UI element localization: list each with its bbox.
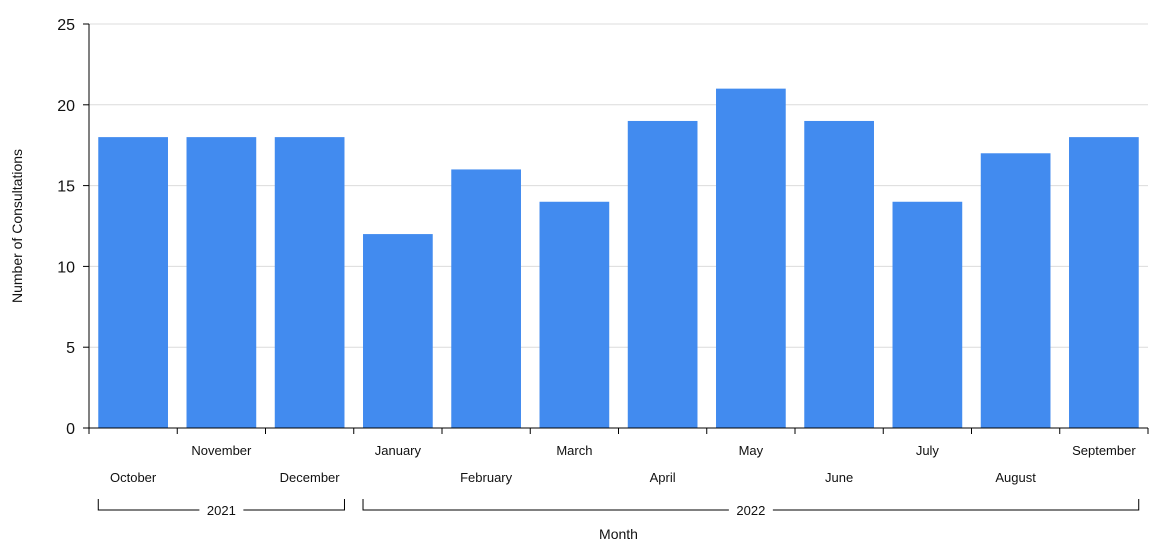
x-tick-label: November	[191, 443, 252, 458]
x-tick-label: December	[280, 470, 341, 485]
y-tick-label: 15	[57, 179, 75, 196]
year-groups: 2021 2022	[97, 499, 1140, 518]
year-group-bracket	[772, 499, 1140, 511]
x-tick-label: October	[110, 470, 157, 485]
y-tick-label: 0	[66, 421, 75, 438]
year-group-bracket	[243, 499, 345, 511]
y-axis-title: Number of Consultations	[9, 149, 25, 303]
x-tick-label: April	[650, 470, 676, 485]
bar-may	[716, 88, 786, 428]
x-tick-label: July	[916, 443, 940, 458]
x-ticks: October November December January February Ma…	[88, 428, 1149, 485]
y-tick-label: 5	[66, 340, 75, 357]
year-group-bracket	[362, 499, 729, 511]
x-tick-label: May	[739, 443, 764, 458]
bar-february	[451, 169, 521, 428]
bar-july	[892, 201, 963, 428]
bar-april	[627, 120, 698, 429]
x-tick-label: January	[375, 443, 422, 458]
x-tick-label: March	[556, 443, 592, 458]
year-group-label: 2021	[207, 503, 236, 518]
x-tick-label: February	[460, 470, 513, 485]
y-tick-label: 20	[57, 98, 75, 115]
y-tick-label: 25	[57, 17, 75, 34]
year-group-label: 2022	[736, 503, 765, 518]
bars	[98, 88, 1139, 429]
bar-october	[98, 137, 168, 428]
x-tick-label: September	[1072, 443, 1136, 458]
x-tick-label: June	[825, 470, 853, 485]
year-group-bracket	[97, 499, 200, 511]
bar-september	[1069, 137, 1139, 428]
bar-november	[186, 137, 257, 428]
axes	[83, 24, 1148, 434]
bar-june	[804, 120, 874, 429]
bar-january	[363, 234, 433, 428]
bar-august	[980, 153, 1051, 428]
bar-december	[274, 137, 345, 428]
x-axis-title: Month	[599, 526, 638, 542]
bar-march	[539, 201, 610, 428]
y-tick-label: 10	[57, 259, 75, 276]
y-ticks: 0 5 10 15 20 25	[57, 17, 89, 438]
x-tick-label: August	[995, 470, 1036, 485]
